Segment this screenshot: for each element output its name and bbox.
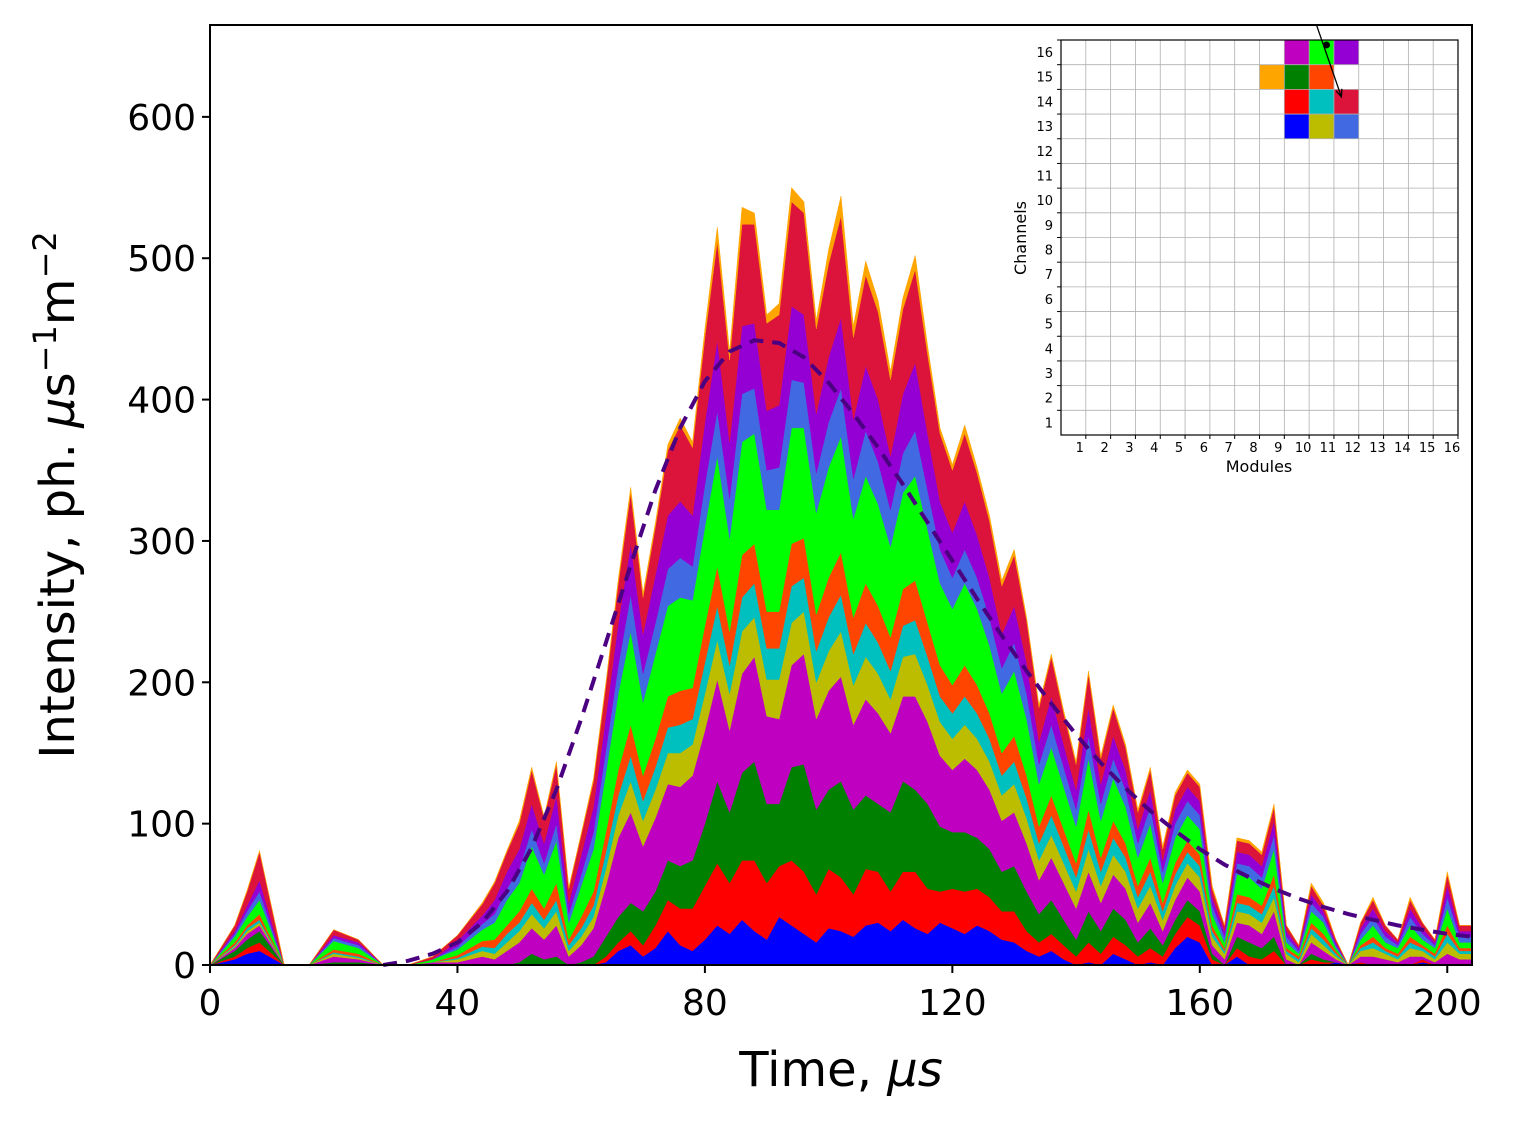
inset-y-tick-label: 8	[1045, 244, 1053, 259]
inset-track	[1315, 24, 1343, 99]
x-tick-label: 120	[918, 983, 987, 1024]
inset-x-tick-label: 1	[1076, 441, 1084, 456]
x-axis-label: Time, μs	[738, 1042, 943, 1098]
inset-x-ticks: 1 2 3 4 5 6 7 8 9 10 11 12 13 14 15 16	[1076, 435, 1461, 456]
y-axis-label: Intensity, ph. μs−1m−2	[26, 231, 86, 759]
inset-x-tick-label: 8	[1249, 441, 1257, 456]
inset-x-tick-label: 11	[1320, 441, 1337, 456]
track-point	[1322, 41, 1330, 49]
y-tick-label: 100	[127, 805, 196, 846]
track-arrow-line	[1315, 24, 1342, 97]
x-tick-label: 200	[1413, 983, 1482, 1024]
inset-cell	[1333, 114, 1359, 139]
inset-cell	[1309, 114, 1334, 139]
inset-y-tick-label: 12	[1036, 145, 1053, 160]
inset-cell	[1309, 40, 1334, 65]
inset-x-tick-label: 5	[1175, 441, 1183, 456]
inset-y-tick-label: 4	[1045, 342, 1053, 357]
x-axis-ticks: 0 40 80 120 160 200	[199, 965, 1482, 1024]
y-tick-label: 200	[127, 663, 196, 704]
inset-x-tick-label: 4	[1150, 441, 1158, 456]
inset-y-tick-label: 11	[1036, 169, 1053, 184]
inset-x-tick-label: 13	[1369, 441, 1386, 456]
inset-y-tick-label: 1	[1045, 416, 1053, 431]
inset-y-tick-label: 7	[1045, 268, 1053, 283]
fit-curve	[382, 338, 1473, 967]
inset-cell	[1284, 114, 1310, 139]
area-orange	[209, 187, 1472, 966]
inset-y-tick-label: 2	[1045, 392, 1053, 407]
inset-grid	[1061, 40, 1458, 435]
inset-cell	[1309, 64, 1334, 90]
inset-x-tick-label: 9	[1274, 441, 1282, 456]
inset-y-label: Channels	[1011, 201, 1030, 275]
y-tick-label: 300	[127, 522, 196, 563]
inset-cell	[1284, 40, 1310, 65]
inset-cell	[1333, 40, 1359, 65]
module-channel-inset: 1 2 3 4 5 6 7 8 9 10 11 12 13 14 15 16 1234567891011121…	[1011, 24, 1461, 476]
y-tick-label: 600	[127, 98, 196, 139]
inset-cell	[1284, 64, 1310, 90]
inset-y-tick-label: 10	[1036, 194, 1053, 209]
inset-x-tick-label: 15	[1419, 441, 1436, 456]
y-axis-ticks: 0 100 200 300 400 500 600	[127, 98, 210, 987]
inset-y-tick-label: 3	[1045, 367, 1053, 382]
inset-cell	[1284, 89, 1310, 115]
y-tick-label: 0	[173, 946, 196, 987]
inset-y-tick-label: 15	[1036, 71, 1053, 86]
inset-y-tick-label: 14	[1036, 95, 1053, 110]
inset-y-tick-label: 16	[1036, 46, 1053, 61]
inset-cell	[1309, 89, 1334, 115]
x-tick-label: 80	[682, 983, 728, 1024]
inset-x-tick-label: 2	[1100, 441, 1108, 456]
y-tick-label: 400	[127, 381, 196, 422]
inset-cell	[1259, 64, 1285, 90]
inset-x-tick-label: 3	[1125, 441, 1133, 456]
track-arrow-head	[1335, 88, 1343, 99]
inset-y-tick-label: 13	[1036, 120, 1053, 135]
x-tick-label: 40	[435, 983, 481, 1024]
inset-y-tick-label: 5	[1045, 318, 1053, 333]
inset-x-tick-label: 10	[1295, 441, 1312, 456]
plot-frame	[209, 24, 1473, 966]
stacked-areas	[209, 187, 1473, 966]
inset-y-tick-label: 6	[1045, 293, 1053, 308]
inset-x-tick-label: 12	[1344, 441, 1361, 456]
x-tick-label: 0	[199, 983, 222, 1024]
inset-x-label: Modules	[1226, 457, 1293, 476]
x-tick-label: 160	[1165, 983, 1234, 1024]
inset-x-tick-label: 16	[1444, 441, 1461, 456]
inset-cells	[1259, 40, 1359, 139]
y-tick-label: 500	[127, 239, 196, 280]
inset-y-tick-label: 9	[1045, 219, 1053, 234]
inset-x-tick-label: 6	[1200, 441, 1208, 456]
inset-x-tick-label: 14	[1394, 441, 1411, 456]
inset-x-tick-label: 7	[1225, 441, 1233, 456]
